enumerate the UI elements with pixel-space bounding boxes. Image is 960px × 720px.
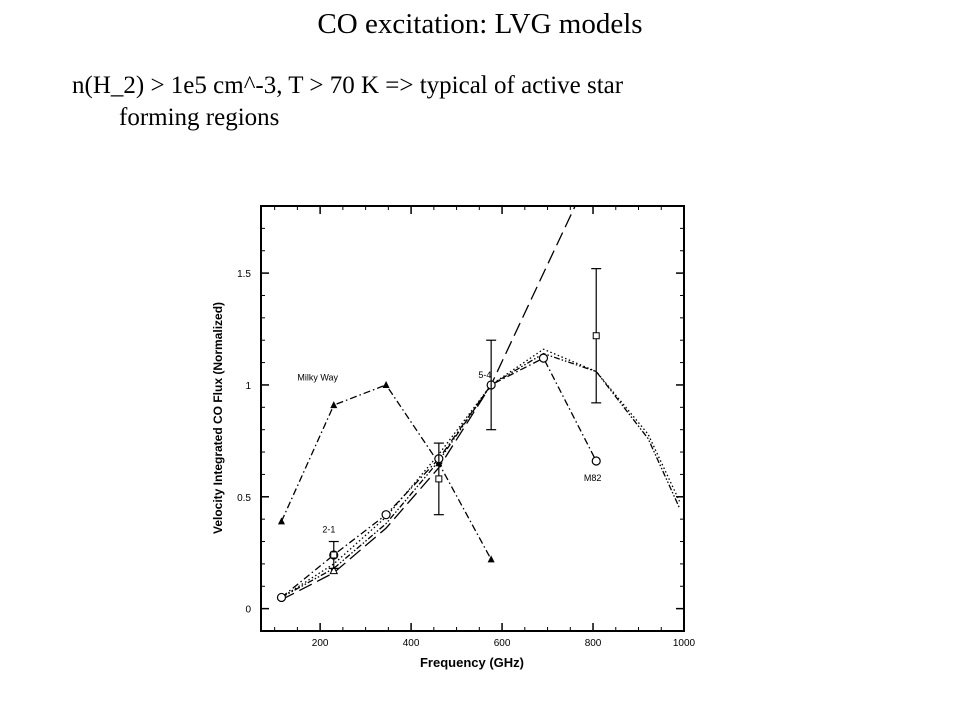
- x-tick-label: 400: [403, 638, 420, 649]
- x-tick-label: 800: [585, 638, 602, 649]
- y-tick-label: 1: [245, 381, 251, 392]
- milky-way-point: [382, 380, 390, 388]
- y-axis-label: Velocity Integrated CO Flux (Normalized): [211, 302, 225, 534]
- annotation-label: 5-4: [478, 370, 491, 380]
- slide-title: CO excitation: LVG models: [317, 8, 643, 40]
- annotation-label: 2-1: [322, 525, 335, 535]
- x-tick-label: 600: [494, 638, 511, 649]
- milky-way-point: [277, 517, 285, 525]
- milky-way-point: [330, 401, 338, 409]
- series-line-model-2: [281, 206, 576, 601]
- y-tick-label: 1.5: [237, 269, 251, 280]
- y-tick-label: 0: [245, 605, 251, 616]
- annotation-label: Milky Way: [297, 372, 338, 382]
- x-tick-label: 1000: [673, 638, 696, 649]
- m82-point: [381, 510, 391, 520]
- bullet-line-1: n(H_2) > 1e5 cm^-3, T > 70 K => typical …: [72, 72, 624, 99]
- plot-frame: [260, 205, 685, 632]
- m82-point: [591, 456, 601, 466]
- m82-point: [276, 592, 287, 603]
- m82-point: [538, 353, 549, 363]
- observation-point: [592, 332, 600, 340]
- y-tick-label: 0.5: [237, 493, 251, 504]
- x-tick-label: 200: [312, 638, 329, 649]
- x-axis-label: Frequency (GHz): [420, 655, 524, 670]
- bullet-line-2: forming regions: [119, 104, 280, 131]
- annotation-label: M82: [584, 473, 602, 483]
- series-line-model-3: [281, 348, 681, 598]
- series-line-model-4: [281, 352, 681, 598]
- observation-point: [330, 551, 338, 559]
- observation-point: [435, 475, 443, 483]
- bullet-text: n(H_2) > 1e5 cm^-3, T > 70 K => typical …: [72, 70, 892, 134]
- series-line-milky-way: [280, 384, 492, 560]
- milky-way-point: [487, 555, 495, 563]
- open-triangle-point: [329, 565, 339, 575]
